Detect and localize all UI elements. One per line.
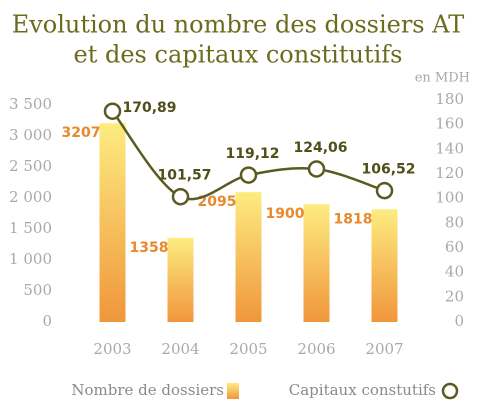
line-label: 101,57	[157, 168, 211, 184]
legend-label: Nombre de dossiers	[71, 381, 224, 399]
y-tick-label: 2 500	[9, 157, 52, 175]
bar	[99, 123, 126, 322]
y2-tick-label: 20	[445, 287, 464, 305]
line-marker	[171, 187, 190, 206]
y-tick-label: 2 000	[9, 188, 52, 206]
bar-label: 1900	[266, 206, 305, 222]
y2-tick-label: 140	[435, 139, 464, 157]
line-marker	[375, 181, 394, 200]
y2-tick-label: 80	[445, 213, 464, 231]
line-marker	[103, 102, 122, 120]
x-tick-label: 2004	[161, 340, 199, 358]
bar	[371, 209, 398, 322]
x-tick-label: 2007	[365, 340, 403, 358]
chart-title: Evolution du nombre des dossiers AT	[12, 11, 465, 39]
y2-tick-label: 120	[435, 164, 464, 182]
y-tick-label: 1 000	[9, 250, 52, 268]
y2-tick-label: 0	[454, 312, 464, 330]
y2-tick-label: 180	[435, 90, 464, 108]
bar	[235, 192, 262, 322]
x-tick-label: 2005	[229, 340, 267, 358]
legend-label: Capitaux constutifs	[289, 381, 436, 399]
y-tick-label: 3 000	[9, 126, 52, 144]
bar-label: 1818	[334, 211, 373, 227]
bar-label: 2095	[198, 194, 237, 210]
legend-swatch	[441, 382, 459, 400]
y2-unit: en MDH	[415, 71, 470, 86]
x-tick-label: 2003	[93, 340, 131, 358]
line-label: 124,06	[293, 140, 347, 156]
chart-title: et des capitaux constitutifs	[74, 41, 403, 69]
line-label: 106,52	[361, 162, 415, 178]
y2-tick-label: 40	[445, 263, 464, 281]
y2-tick-label: 160	[435, 115, 464, 133]
bar	[167, 237, 194, 322]
line-marker	[239, 166, 258, 184]
y-tick-label: 0	[42, 312, 52, 330]
y-tick-label: 3 500	[9, 95, 52, 113]
bar-label: 1358	[130, 240, 169, 256]
bar-label: 3207	[62, 125, 101, 141]
line-marker	[307, 160, 326, 178]
y2-tick-label: 60	[445, 238, 464, 256]
x-tick-label: 2006	[297, 340, 335, 358]
y-tick-label: 500	[23, 281, 52, 299]
bar	[303, 204, 330, 322]
line-label: 170,89	[123, 100, 177, 116]
legend-swatch	[227, 383, 239, 399]
y-tick-label: 1 500	[9, 219, 52, 237]
y2-tick-label: 100	[435, 189, 464, 207]
line-label: 119,12	[225, 146, 279, 162]
